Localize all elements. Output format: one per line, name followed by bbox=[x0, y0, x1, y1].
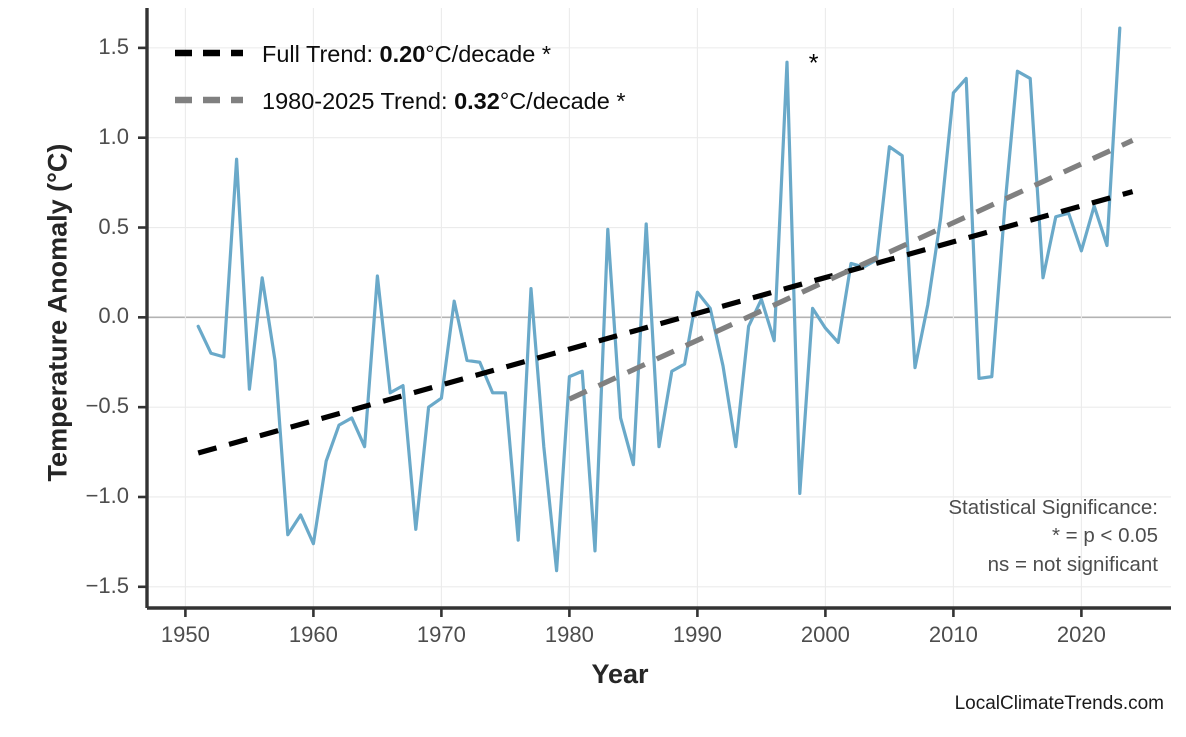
y-tick-label: −1.0 bbox=[85, 482, 129, 508]
legend-suffix: °C/decade * bbox=[425, 41, 551, 67]
legend-suffix: °C/decade * bbox=[499, 88, 626, 114]
x-tick-label: 1950 bbox=[160, 622, 210, 647]
significance-annotation: Statistical Significance: * = p < 0.05 n… bbox=[948, 494, 1158, 579]
series-line bbox=[196, 26, 1122, 573]
significance-star: * bbox=[809, 49, 819, 77]
y-tick-label: 0.5 bbox=[98, 213, 129, 239]
legend-prefix: Full Trend: bbox=[262, 41, 380, 67]
significance-heading: Statistical Significance: bbox=[948, 496, 1158, 519]
y-tick-label: 1.5 bbox=[98, 33, 129, 59]
legend-value: 0.32 bbox=[454, 88, 500, 114]
legend-value: 0.20 bbox=[379, 41, 426, 67]
significance-star-rule: * = p < 0.05 bbox=[1051, 524, 1158, 548]
x-tick-label: 2010 bbox=[928, 622, 978, 647]
grid-lines bbox=[147, 8, 1171, 608]
x-tick-label: 1990 bbox=[672, 622, 722, 647]
x-tick-label: 1970 bbox=[416, 622, 466, 647]
y-tick-label: −0.5 bbox=[85, 393, 129, 419]
y-tick-label: 0.0 bbox=[98, 303, 129, 329]
x-tick-label: 2000 bbox=[800, 622, 850, 647]
y-tick-label: 1.0 bbox=[98, 123, 129, 149]
x-tick-label: 1960 bbox=[288, 622, 338, 647]
legend-label-full-trend: Full Trend: 0.20°C/decade * bbox=[262, 41, 551, 68]
x-tick-label: 2020 bbox=[1056, 622, 1106, 647]
trend-line bbox=[568, 138, 1134, 402]
x-tick-label: 1980 bbox=[544, 622, 594, 647]
source-caption: LocalClimateTrends.com bbox=[954, 693, 1164, 714]
y-tick-label: −1.5 bbox=[85, 572, 129, 598]
significance-ns-rule: ns = not significant bbox=[987, 552, 1158, 576]
trend-line bbox=[197, 189, 1134, 456]
axis-spines bbox=[138, 8, 1171, 617]
legend-label-recent-trend: 1980-2025 Trend: 0.32°C/decade * bbox=[262, 88, 625, 115]
legend-prefix: 1980-2025 Trend: bbox=[262, 88, 455, 114]
x-axis-title: Year bbox=[591, 659, 649, 689]
